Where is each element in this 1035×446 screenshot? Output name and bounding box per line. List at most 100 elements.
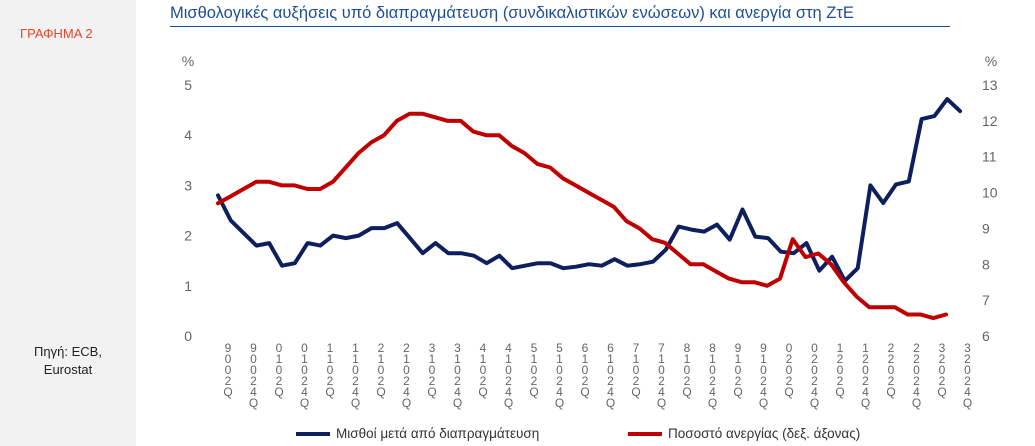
x-tick-char: 0: [837, 363, 844, 377]
series-group: [216, 97, 962, 321]
x-tick-char: 2: [403, 374, 410, 388]
x-tick-char: 4: [301, 385, 308, 399]
x-tick-char: 2: [709, 374, 716, 388]
x-tick-char: 1: [709, 352, 716, 366]
x-tick-char: Q: [759, 396, 768, 410]
x-tick-char: 9: [250, 341, 257, 355]
wages-line: [216, 97, 962, 283]
x-tick-char: 0: [786, 363, 793, 377]
figure-label: ΓΡΑΦΗΜΑ 2: [20, 26, 93, 41]
x-tick-char: Q: [708, 396, 717, 410]
x-tick-char: 5: [556, 341, 563, 355]
x-tick-char: Q: [682, 385, 691, 399]
left-tick-label: 4: [184, 127, 192, 143]
x-tick-char: Q: [733, 385, 742, 399]
x-tick-char: 2: [225, 374, 232, 388]
x-tick-char: 1: [505, 352, 512, 366]
x-tick-char: 2: [888, 374, 895, 388]
left-tick-label: 3: [184, 177, 192, 193]
x-tick-char: 2: [888, 352, 895, 366]
x-tick-char: 4: [658, 385, 665, 399]
x-tick-char: 0: [709, 363, 716, 377]
x-tick-char: 0: [301, 363, 308, 377]
x-tick-char: Q: [886, 385, 895, 399]
x-tick-char: 0: [429, 363, 436, 377]
x-tick-char: 1: [735, 352, 742, 366]
x-tick-char: 6: [582, 341, 589, 355]
x-tick-char: 1: [760, 352, 767, 366]
source-line-1: Πηγή: ECB,: [34, 344, 102, 359]
x-tick-char: 2: [862, 374, 869, 388]
x-tick-char: Q: [810, 396, 819, 410]
x-tick-char: 2: [429, 374, 436, 388]
x-tick-char: 7: [658, 341, 665, 355]
x-tick-char: 0: [862, 363, 869, 377]
x-tick-char: 2: [888, 341, 895, 355]
x-tick-char: Q: [657, 396, 666, 410]
chart-title: Μισθολογικές αυξήσεις υπό διαπραγμάτευση…: [170, 4, 854, 22]
x-tick-char: 0: [684, 363, 691, 377]
x-tick-char: 0: [250, 363, 257, 377]
x-tick-char: Q: [912, 396, 921, 410]
x-tick-char: 3: [454, 341, 461, 355]
x-axis: 9002Q90024Q0102Q01024Q1102Q11024Q2102Q21…: [223, 341, 972, 410]
x-tick-char: 1: [531, 352, 538, 366]
unemployment-line: [216, 111, 948, 321]
x-tick-char: Q: [963, 396, 972, 410]
x-tick-char: 0: [811, 341, 818, 355]
x-tick-char: 8: [709, 341, 716, 355]
x-tick-char: Q: [453, 396, 462, 410]
x-tick-char: Q: [555, 396, 564, 410]
x-tick-char: 0: [225, 363, 232, 377]
x-tick-char: Q: [274, 385, 283, 399]
x-tick-char: 4: [862, 385, 869, 399]
legend-label-unemployment: Ποσοστό ανεργίας (δεξ. άξονας): [668, 426, 861, 441]
x-tick-char: 0: [939, 363, 946, 377]
x-tick-char: 2: [327, 374, 334, 388]
x-tick-char: 0: [276, 363, 283, 377]
x-tick-char: 4: [607, 385, 614, 399]
right-tick-label: 11: [982, 149, 997, 165]
x-tick-char: Q: [351, 396, 360, 410]
x-tick-char: 1: [429, 352, 436, 366]
legend-swatch-wages: [296, 431, 330, 436]
x-tick-char: 0: [735, 363, 742, 377]
x-tick-char: Q: [223, 385, 232, 399]
x-tick-char: Q: [580, 385, 589, 399]
x-tick-char: 0: [327, 363, 334, 377]
right-axis-unit: %: [985, 53, 997, 69]
x-tick-char: 2: [658, 374, 665, 388]
x-tick-char: 0: [607, 363, 614, 377]
x-tick-char: 1: [327, 352, 334, 366]
x-tick-char: 4: [403, 385, 410, 399]
x-tick-char: 2: [760, 374, 767, 388]
x-tick-char: 0: [964, 363, 971, 377]
x-tick-char: Q: [478, 385, 487, 399]
x-tick-char: 0: [556, 363, 563, 377]
x-tick-char: 1: [352, 352, 359, 366]
x-tick-char: 2: [454, 374, 461, 388]
right-tick-label: 12: [982, 113, 998, 129]
x-tick-char: 1: [352, 341, 359, 355]
x-tick-char: Q: [427, 385, 436, 399]
x-tick-char: 0: [301, 341, 308, 355]
x-tick-char: 0: [658, 363, 665, 377]
x-tick-char: 1: [658, 352, 665, 366]
x-tick-char: 2: [684, 374, 691, 388]
x-tick-char: 0: [633, 363, 640, 377]
x-tick-char: 4: [556, 385, 563, 399]
x-tick-char: 2: [811, 352, 818, 366]
x-tick-char: 2: [913, 352, 920, 366]
x-tick-char: 2: [837, 374, 844, 388]
x-tick-char: 0: [913, 363, 920, 377]
sidebar-panel: ΓΡΑΦΗΜΑ 2 Πηγή: ECB, Eurostat: [0, 0, 136, 446]
